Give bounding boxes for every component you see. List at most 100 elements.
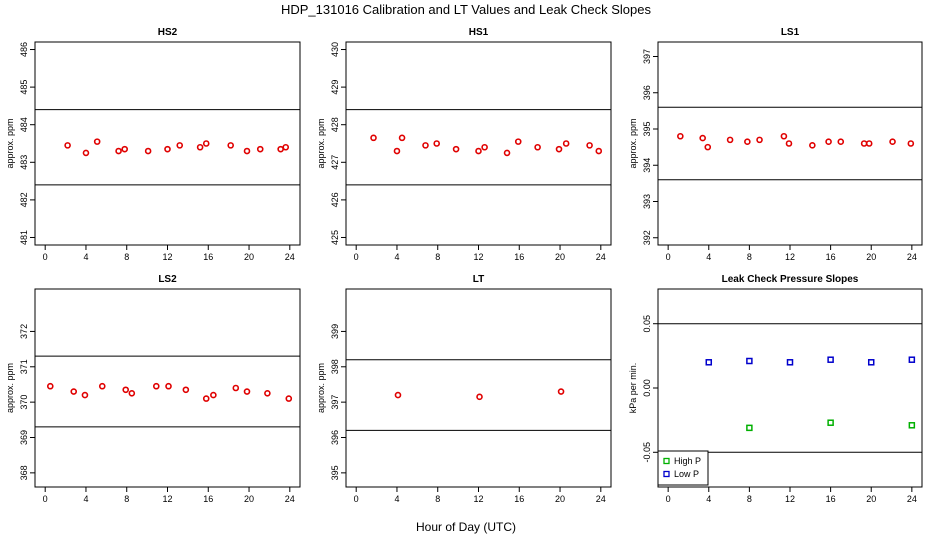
- data-point: [908, 356, 916, 363]
- x-tick-label: 24: [596, 252, 606, 262]
- x-tick-label: 24: [285, 252, 295, 262]
- data-point: [827, 356, 834, 363]
- data-point: [232, 384, 240, 392]
- panel-hs2: HS2 0 4 8 12 16 20 24 481 482 483 484 485 486 approx. …: [5, 27, 301, 262]
- data-point: [865, 140, 873, 147]
- x-tick-label: 12: [473, 494, 483, 504]
- y-axis-label: approx. ppm: [5, 363, 15, 413]
- y-tick-label: 396: [330, 430, 340, 445]
- x-tick-label: 0: [666, 494, 671, 504]
- panel-hs1: HS1 0 4 8 12 16 20 24 425 426 427 428 429 430 approx. …: [316, 27, 612, 262]
- x-tick-label: 16: [514, 494, 524, 504]
- x-tick-label: 8: [124, 494, 129, 504]
- data-point: [809, 142, 816, 149]
- y-tick-label: 485: [19, 80, 29, 95]
- panel-ls1: LS1 0 4 8 12 16 20 24 392 393 394 395 396 397 approx. …: [628, 27, 923, 262]
- x-tick-label: 16: [826, 494, 836, 504]
- plot-frame: [657, 41, 923, 246]
- x-tick-label: 4: [394, 494, 399, 504]
- data-point: [705, 359, 713, 366]
- y-tick-label: -0.05: [642, 442, 652, 463]
- x-tick-label: 24: [907, 494, 917, 504]
- x-tick-label: 4: [706, 494, 711, 504]
- x-tick-label: 0: [354, 494, 359, 504]
- data-point: [786, 359, 794, 366]
- y-tick-label: 481: [19, 230, 29, 245]
- x-tick-label: 20: [866, 494, 876, 504]
- y-tick-label: 430: [330, 42, 340, 57]
- panel-title: LT: [473, 274, 484, 285]
- data-point: [433, 140, 441, 147]
- x-tick-label: 12: [162, 494, 172, 504]
- data-point: [121, 145, 128, 153]
- data-point: [780, 132, 788, 140]
- data-point: [93, 138, 101, 145]
- y-tick-label: 370: [19, 395, 29, 410]
- data-point: [370, 134, 377, 142]
- x-tick-label: 12: [473, 252, 483, 262]
- plot-frame: [345, 41, 612, 246]
- data-point: [202, 140, 210, 147]
- plot-frame: [34, 41, 301, 246]
- panel-lt: LT 0 4 8 12 16 20 24 395 396 397 398 399 approx. ppm: [316, 274, 612, 504]
- panel-title: Leak Check Pressure Slopes: [722, 274, 859, 285]
- data-point: [152, 382, 160, 390]
- y-tick-label: 399: [330, 324, 340, 339]
- data-point: [481, 143, 488, 151]
- x-tick-label: 24: [907, 252, 917, 262]
- x-tick-label: 4: [83, 494, 88, 504]
- data-point: [908, 422, 916, 429]
- y-tick-label: 427: [330, 155, 340, 170]
- data-point: [210, 391, 217, 399]
- data-point: [227, 142, 234, 149]
- x-tick-label: 24: [596, 494, 606, 504]
- data-point: [475, 147, 482, 155]
- y-tick-label: 398: [330, 359, 340, 374]
- data-point: [785, 140, 793, 147]
- legend: High P Low P: [657, 450, 709, 486]
- legend-marker: [663, 457, 670, 465]
- x-tick-label: 0: [43, 252, 48, 262]
- legend-box: [657, 450, 709, 486]
- data-point: [422, 142, 429, 149]
- x-tick-label: 20: [244, 252, 254, 262]
- data-point: [82, 149, 90, 157]
- data-point: [182, 386, 190, 394]
- data-point: [746, 357, 753, 365]
- data-point: [726, 136, 734, 144]
- y-tick-label: 396: [642, 85, 652, 100]
- x-tick-label: 20: [555, 252, 565, 262]
- x-tick-label: 20: [555, 494, 565, 504]
- y-tick-label: 369: [19, 430, 29, 445]
- x-tick-label: 0: [43, 494, 48, 504]
- data-point: [243, 388, 251, 395]
- data-point: [860, 140, 868, 147]
- y-tick-label: 394: [642, 158, 652, 173]
- data-point: [514, 138, 522, 145]
- data-point: [825, 138, 832, 145]
- x-axis-label: Hour of Day (UTC): [416, 520, 516, 534]
- x-tick-label: 16: [826, 252, 836, 262]
- figure-title: HDP_131016 Calibration and LT Values and…: [281, 2, 652, 17]
- data-point: [393, 147, 401, 155]
- y-axis-label: approx. ppm: [316, 363, 326, 413]
- legend-label: High P: [674, 456, 701, 466]
- data-point: [285, 395, 293, 402]
- y-tick-label: 482: [19, 192, 29, 207]
- data-point: [46, 382, 54, 390]
- y-tick-label: 426: [330, 192, 340, 207]
- data-point: [64, 142, 71, 149]
- data-point: [889, 138, 896, 145]
- x-tick-label: 20: [244, 494, 254, 504]
- data-point: [677, 132, 684, 140]
- x-tick-label: 4: [394, 252, 399, 262]
- x-tick-label: 8: [435, 252, 440, 262]
- x-tick-label: 8: [747, 252, 752, 262]
- data-point: [452, 145, 460, 153]
- legend-marker: [663, 470, 670, 478]
- data-point: [202, 395, 210, 402]
- panel-title: LS2: [158, 274, 177, 285]
- x-tick-label: 8: [435, 494, 440, 504]
